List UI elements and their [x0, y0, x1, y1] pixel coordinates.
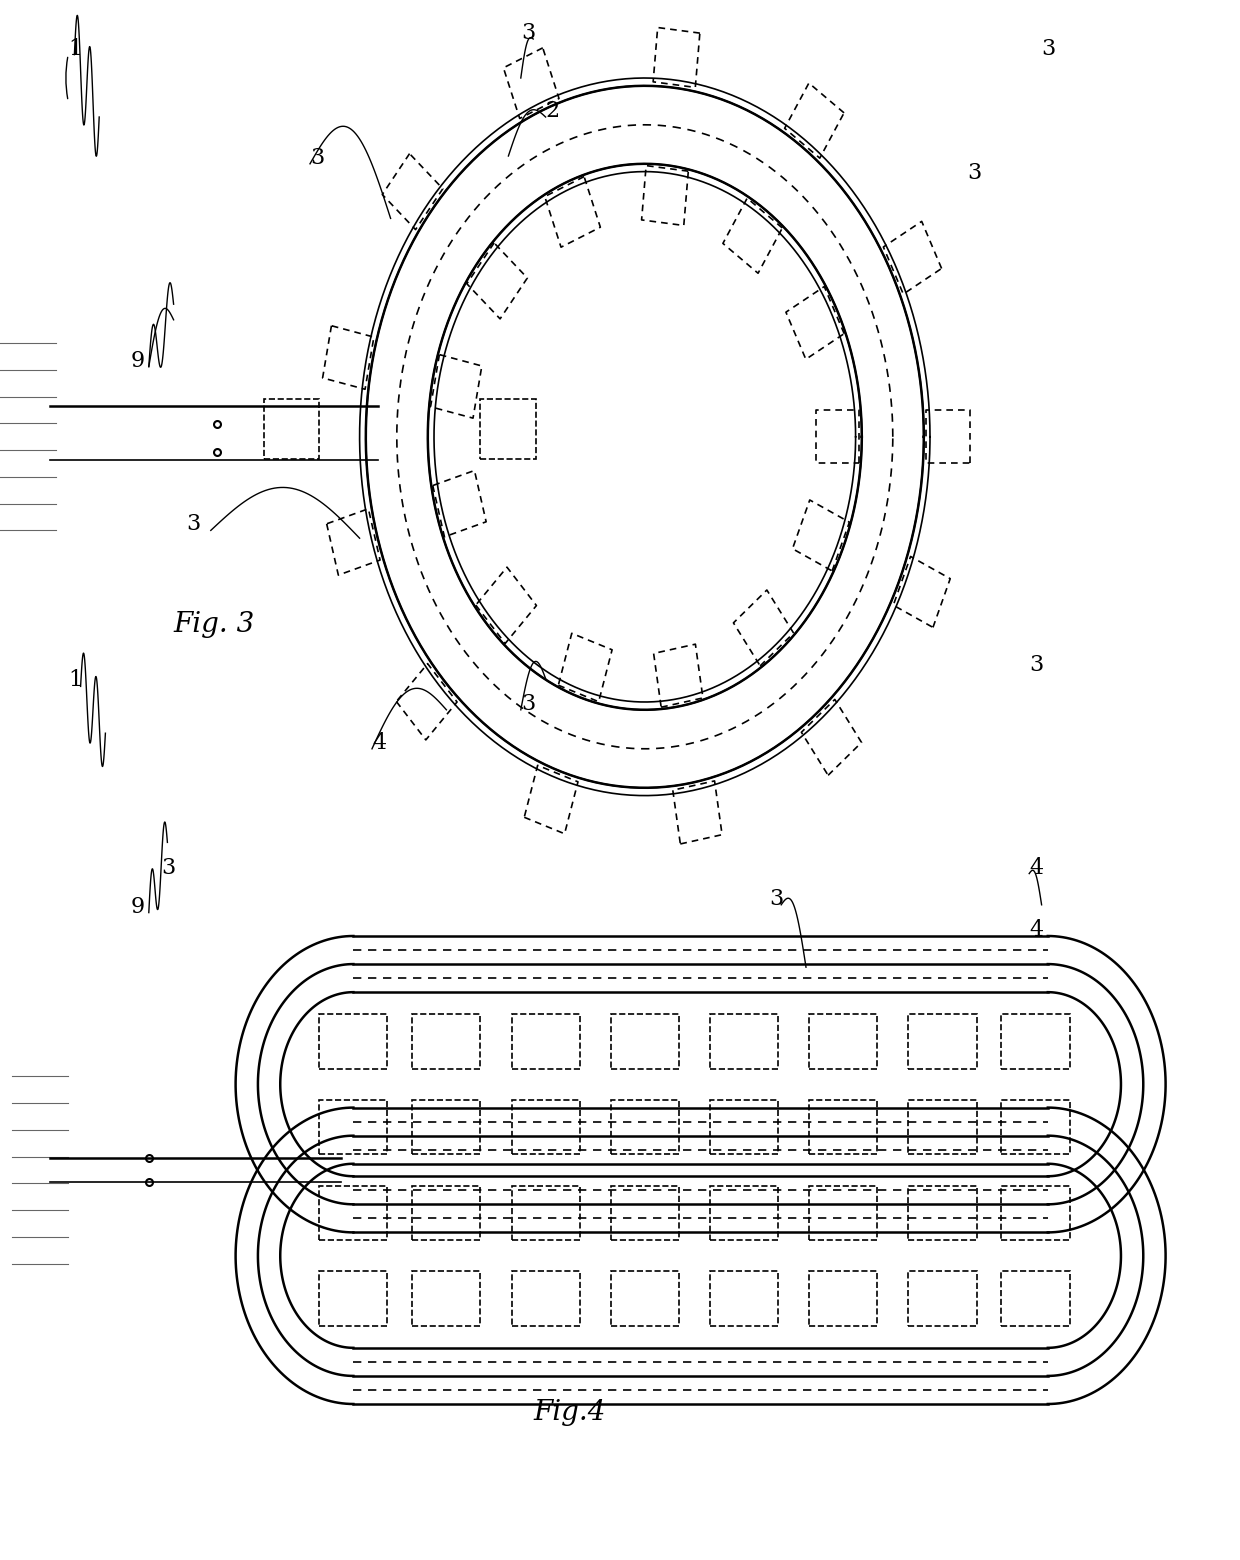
Bar: [511, 1014, 580, 1069]
Bar: [412, 1271, 480, 1326]
Text: 3: 3: [967, 162, 981, 184]
Bar: [263, 399, 320, 459]
Text: 3: 3: [521, 22, 534, 44]
Bar: [319, 1014, 387, 1069]
Bar: [511, 1186, 580, 1240]
Text: 3: 3: [310, 147, 324, 168]
Bar: [709, 1014, 779, 1069]
Bar: [611, 1271, 680, 1326]
Bar: [511, 1271, 580, 1326]
Bar: [412, 1100, 480, 1154]
Bar: [709, 1271, 779, 1326]
Text: 1: 1: [68, 669, 82, 691]
Text: 3: 3: [161, 856, 175, 878]
Text: 4: 4: [1029, 919, 1043, 941]
Text: 4: 4: [1029, 856, 1043, 878]
Text: 4: 4: [372, 732, 386, 753]
Bar: [810, 1014, 878, 1069]
Bar: [1002, 1100, 1069, 1154]
Bar: [810, 1100, 878, 1154]
Bar: [1002, 1271, 1069, 1326]
Bar: [908, 1271, 977, 1326]
Text: 1: 1: [68, 37, 82, 59]
Text: 9: 9: [130, 349, 144, 371]
Text: 9: 9: [130, 895, 144, 917]
Bar: [709, 1100, 779, 1154]
Bar: [319, 1100, 387, 1154]
Text: 3: 3: [1042, 37, 1055, 59]
Bar: [908, 1100, 977, 1154]
Bar: [319, 1186, 387, 1240]
Bar: [810, 1186, 878, 1240]
Bar: [611, 1100, 680, 1154]
Bar: [412, 1014, 480, 1069]
Bar: [810, 1271, 878, 1326]
Text: Fig. 3: Fig. 3: [174, 612, 255, 638]
Bar: [908, 1014, 977, 1069]
Bar: [319, 1271, 387, 1326]
Bar: [611, 1014, 680, 1069]
Bar: [480, 399, 536, 459]
Text: 3: 3: [521, 693, 534, 714]
Bar: [511, 1100, 580, 1154]
Text: 3: 3: [186, 513, 200, 535]
Bar: [611, 1186, 680, 1240]
Text: Fig.4: Fig.4: [533, 1399, 605, 1426]
Text: 3: 3: [1029, 654, 1043, 675]
Text: 3: 3: [769, 888, 782, 909]
Bar: [1002, 1186, 1069, 1240]
Text: 2: 2: [546, 100, 559, 122]
Bar: [908, 1186, 977, 1240]
Bar: [412, 1186, 480, 1240]
Bar: [709, 1186, 779, 1240]
Bar: [1002, 1014, 1069, 1069]
